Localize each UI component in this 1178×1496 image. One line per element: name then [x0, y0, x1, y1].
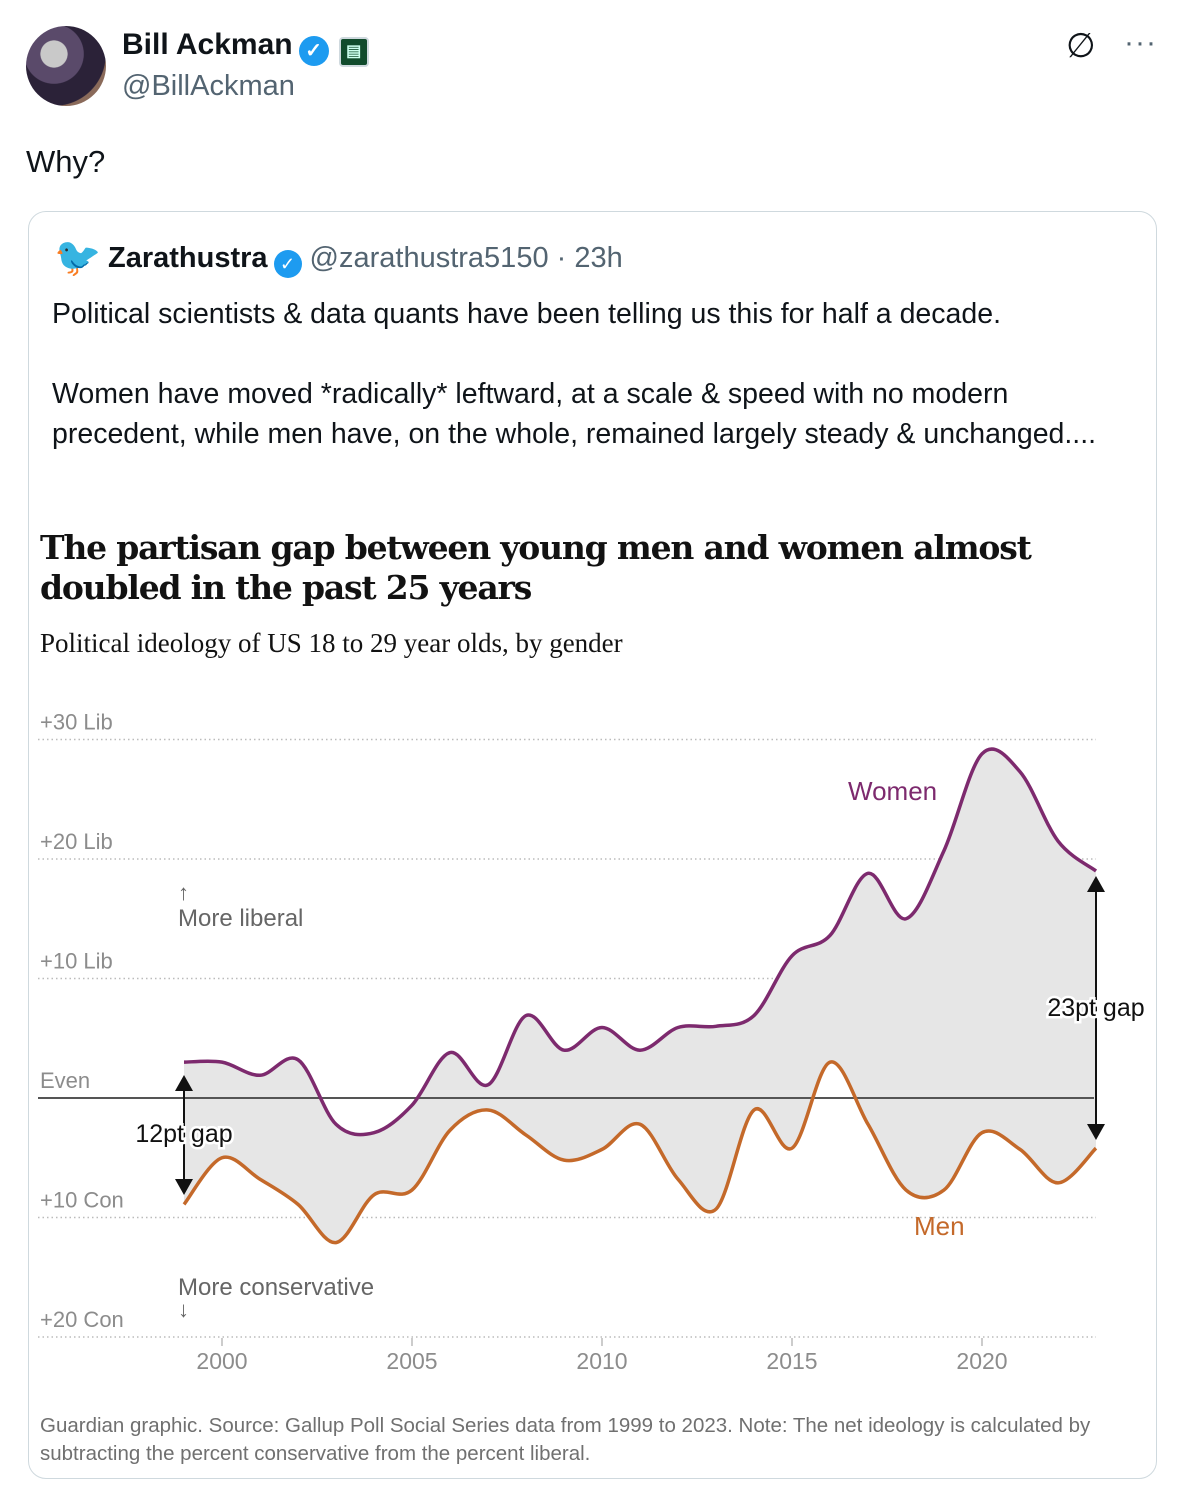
y-tick-label: +30 Lib: [40, 710, 113, 735]
quote-text: Political scientists & data quants have …: [52, 294, 1132, 494]
annotation-gap-start: 12pt gap: [135, 1120, 232, 1148]
gap-arrow-start-head-up: [175, 1075, 193, 1091]
gap-area: [184, 749, 1096, 1243]
legend-label-women: Women: [848, 776, 937, 806]
separator: ·: [556, 242, 567, 274]
annotation-more-conservative: More conservative: [178, 1274, 374, 1301]
author-name-row[interactable]: Bill Ackman ✓ ▤: [122, 28, 369, 67]
x-tick-label: 2020: [956, 1348, 1007, 1374]
quote-tweet-card[interactable]: [28, 211, 1157, 1479]
x-tick-label: 2000: [196, 1348, 247, 1374]
grok-icon[interactable]: ∅: [1066, 27, 1096, 65]
arrow-down-icon: ↓: [178, 1297, 189, 1322]
y-tick-label: +20 Con: [40, 1307, 124, 1332]
verified-badge-icon[interactable]: ✓: [298, 36, 329, 66]
y-tick-label: +10 Con: [40, 1188, 124, 1213]
annotation-more-liberal: More liberal: [178, 905, 303, 932]
affiliate-badge-icon[interactable]: ▤: [338, 37, 369, 67]
more-options-icon[interactable]: ···: [1124, 26, 1157, 59]
x-tick-label: 2005: [386, 1348, 437, 1374]
y-tick-label: Even: [40, 1068, 90, 1093]
legend-label-men: Men: [914, 1211, 965, 1241]
chart-title: The partisan gap between young men and w…: [40, 528, 1032, 607]
author-handle[interactable]: @BillAckman: [122, 70, 295, 102]
series-line-women: [183, 747, 1098, 1137]
annotation-gap-end: 23pt gap: [1047, 994, 1144, 1022]
quote-author-name[interactable]: Zarathustra: [108, 242, 268, 274]
y-tick-label: +20 Lib: [40, 829, 113, 854]
arrow-up-icon: ↑: [178, 880, 189, 905]
quote-header: Zarathustra ✓ @zarathustra5150 · 23h: [108, 242, 623, 278]
x-tick-label: 2015: [766, 1348, 817, 1374]
quote-paragraph: Women have moved *radically* leftward, a…: [52, 378, 1097, 450]
chart-source-note: Guardian graphic. Source: Gallup Poll So…: [40, 1414, 1091, 1465]
quote-author-handle[interactable]: @zarathustra5150: [309, 242, 549, 274]
quote-author-avatar[interactable]: 🐦: [54, 237, 102, 279]
verified-badge-icon: ✓: [273, 250, 302, 278]
y-tick-label: +10 Lib: [40, 949, 113, 974]
tweet-text: Why?: [26, 144, 106, 179]
gap-arrow-start-head-down: [175, 1179, 193, 1195]
quote-time[interactable]: 23h: [574, 242, 623, 274]
quote-paragraph: Political scientists & data quants have …: [52, 298, 1001, 330]
author-avatar[interactable]: [26, 26, 106, 106]
x-tick-label: 2010: [576, 1348, 627, 1374]
gap-arrow-end-head-down: [1087, 1124, 1105, 1140]
author-name[interactable]: Bill Ackman: [122, 28, 293, 61]
gap-arrow-end-head-up: [1087, 876, 1105, 892]
series-line-men: [182, 1060, 1098, 1245]
chart-subtitle: Political ideology of US 18 to 29 year o…: [40, 628, 623, 658]
